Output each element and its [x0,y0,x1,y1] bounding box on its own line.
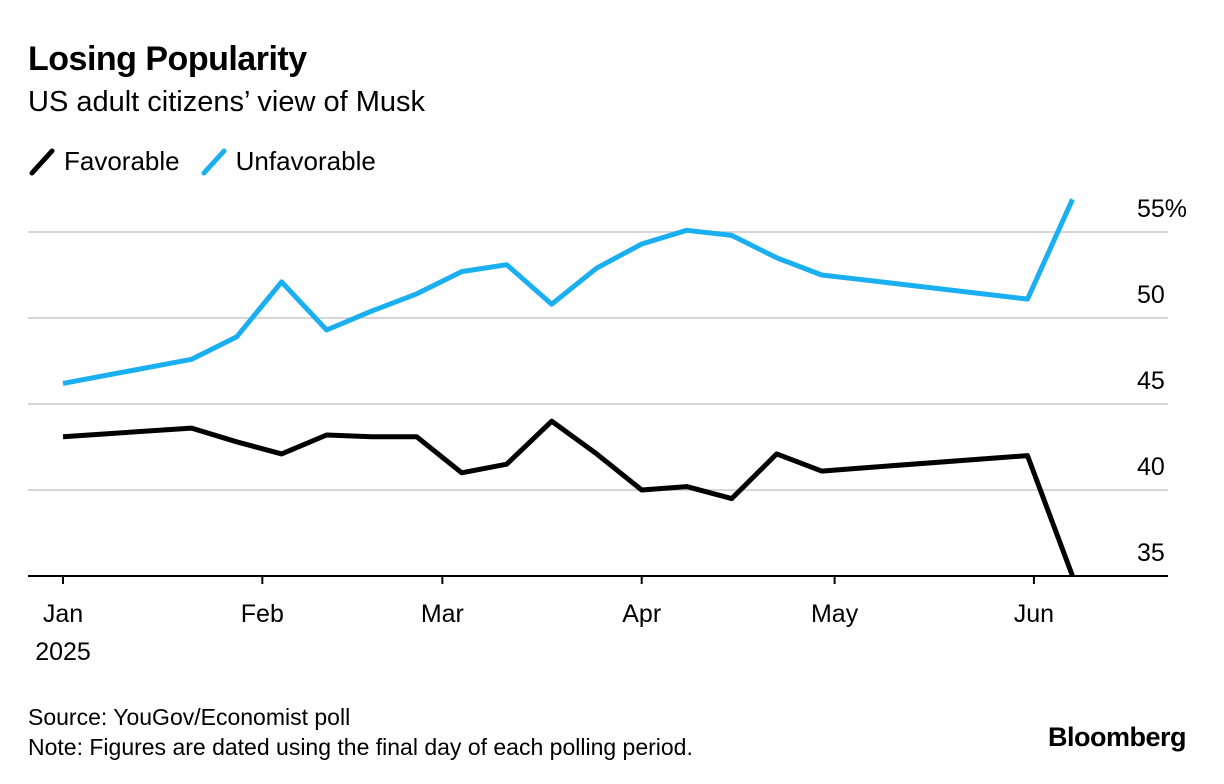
x-tick-sublabel: 2025 [35,638,91,666]
y-axis-tick-labels: 55% 50 45 40 35 [1137,195,1187,567]
y-tick-label: 55% [1137,195,1187,223]
x-tick-label: Mar [421,600,464,628]
series-line-unfavorable [62,198,1075,386]
legend-item-favorable: Favorable [28,146,180,177]
gridlines [28,231,1168,491]
legend-swatch-favorable [29,148,55,175]
note-text: Note: Figures are dated using the final … [28,734,693,760]
series-line-favorable [62,418,1075,577]
x-tick-label: Jun [1014,600,1054,628]
x-tick-label: Jan [43,600,83,628]
y-tick-label: 40 [1137,453,1165,481]
legend-item-unfavorable: Unfavorable [200,146,376,177]
bloomberg-logo: Bloomberg [1047,722,1187,752]
legend: Favorable Unfavorable [28,146,396,177]
chart-subtitle: US adult citizens’ view of Musk [28,86,426,118]
source-note: Source: YouGov/Economist poll Note: Figu… [28,702,693,762]
x-tick-label: Feb [241,600,284,628]
legend-label-unfavorable: Unfavorable [235,146,376,176]
x-tick-label: May [811,600,859,628]
x-axis: Jan 2025 Feb Mar Apr May Jun [28,575,1168,666]
chart-title: Losing Popularity [28,40,307,78]
y-tick-label: 50 [1137,281,1165,309]
legend-swatch-unfavorable [201,148,227,175]
series-lines [62,198,1075,577]
source-text: Source: YouGov/Economist poll [28,704,351,730]
y-tick-label: 35 [1137,539,1165,567]
legend-label-favorable: Favorable [64,146,180,176]
y-tick-label: 45 [1137,367,1165,395]
x-tick-label: Apr [622,600,661,628]
